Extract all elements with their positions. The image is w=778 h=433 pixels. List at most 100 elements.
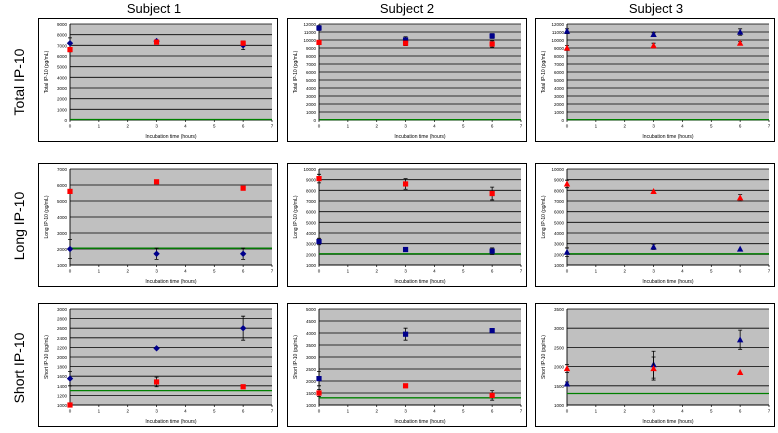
x-tick-label: 7: [520, 269, 523, 274]
x-tick-label: 7: [768, 124, 771, 129]
x-tick-label: 7: [520, 409, 523, 414]
chart-panel-1-1: 0 1000 2000 3000 4000 5000 6000 7000 8000 9000 0 1 2…: [38, 18, 278, 142]
x-tick-label: 4: [681, 269, 684, 274]
chart-panel-3-2: 1000 1500 2000 2500 3000 3500 4000 4500 5000 0 1 2 3…: [287, 303, 527, 427]
y-tick-label: 1000: [306, 110, 317, 115]
y-tick-label: 1200: [57, 393, 68, 398]
y-tick-label: 8000: [306, 188, 317, 193]
y-tick-label: 6000: [554, 70, 565, 75]
x-tick-label: 4: [184, 124, 187, 129]
y-tick-label: 3500: [554, 307, 565, 312]
x-tick-label: 7: [271, 124, 274, 129]
y-tick-label: 2000: [306, 252, 317, 257]
x-tick-label: 3: [155, 269, 158, 274]
x-axis-label: Incubation time (hours): [642, 134, 693, 140]
x-tick-label: 4: [681, 409, 684, 414]
blue-data-point: [650, 243, 657, 250]
x-tick-label: 4: [433, 124, 436, 129]
y-tick-label: 5000: [306, 220, 317, 225]
y-tick-label: 2000: [554, 252, 565, 257]
y-tick-label: 9000: [306, 178, 317, 183]
x-axis-label: Incubation time (hours): [642, 279, 693, 285]
y-tick-label: 12000: [303, 22, 316, 27]
y-tick-label: 7000: [306, 62, 317, 67]
x-tick-label: 6: [739, 269, 742, 274]
y-tick-label: 2500: [306, 367, 317, 372]
x-tick-label: 2: [623, 409, 626, 414]
red-data-point: [240, 40, 246, 46]
y-tick-label: 6000: [57, 54, 68, 59]
blue-data-point: [66, 375, 74, 382]
red-data-point: [316, 390, 322, 396]
y-tick-label: 3000: [306, 242, 317, 247]
red-data-point: [67, 402, 73, 408]
x-tick-label: 5: [213, 124, 216, 129]
y-tick-label: 2800: [57, 317, 68, 322]
y-tick-label: 9000: [554, 178, 565, 183]
red-data-point: [563, 44, 571, 51]
red-data-point: [736, 39, 744, 46]
x-tick-label: 5: [213, 409, 216, 414]
y-tick-label: 7000: [554, 62, 565, 67]
column-title-2: Subject 2: [379, 1, 435, 16]
y-tick-label: 3000: [306, 355, 317, 360]
y-tick-label: 3000: [554, 326, 565, 331]
y-tick-label: 5000: [57, 199, 68, 204]
y-tick-label: 4500: [306, 319, 317, 324]
y-tick-label: 7000: [306, 199, 317, 204]
x-axis-label: Incubation time (hours): [145, 134, 196, 140]
x-tick-label: 6: [739, 124, 742, 129]
y-tick-label: 2000: [554, 102, 565, 107]
x-tick-label: 3: [652, 124, 655, 129]
red-data-point: [402, 383, 409, 389]
red-data-point: [736, 194, 744, 201]
blue-data-point: [316, 25, 322, 31]
y-tick-label: 3000: [57, 307, 68, 312]
x-tick-label: 0: [318, 409, 321, 414]
x-tick-label: 2: [126, 124, 129, 129]
x-tick-label: 3: [652, 269, 655, 274]
y-tick-label: 1000: [57, 403, 68, 408]
x-tick-label: 7: [768, 409, 771, 414]
x-tick-label: 1: [595, 124, 598, 129]
blue-data-point: [650, 31, 657, 37]
x-tick-label: 6: [491, 124, 494, 129]
y-tick-label: 4000: [57, 75, 68, 80]
y-tick-label: 8000: [554, 54, 565, 59]
column-title-3: Subject 3: [628, 1, 684, 16]
y-tick-label: 2000: [306, 379, 317, 384]
blue-data-point: [316, 376, 322, 382]
y-tick-label: 1000: [554, 263, 565, 268]
x-axis-label: Incubation time (hours): [642, 419, 693, 425]
y-axis-label: Short IP-10 (pg/mL): [44, 335, 50, 379]
chart-panel-3-3: 1000 1500 2000 2500 3000 3500 0 1 2 3 4 5 6 7 Incubati…: [535, 303, 775, 427]
y-tick-label: 1000: [57, 107, 68, 112]
y-axis-label: Total IP-10 (pg/mL): [541, 50, 547, 93]
y-tick-label: 1000: [554, 110, 565, 115]
axes: [318, 309, 521, 406]
axes: [69, 169, 272, 266]
y-tick-label: 11000: [552, 30, 565, 35]
y-tick-label: 4000: [57, 215, 68, 220]
y-tick-label: 11000: [304, 30, 317, 35]
axes: [566, 309, 769, 406]
plot-area: [567, 169, 769, 265]
x-tick-label: 2: [126, 409, 129, 414]
y-tick-label: 5000: [306, 307, 317, 312]
y-tick-label: 8000: [57, 33, 68, 38]
x-tick-label: 5: [462, 269, 465, 274]
blue-data-point: [563, 380, 571, 387]
red-data-point: [489, 392, 495, 398]
x-tick-label: 2: [623, 124, 626, 129]
x-tick-label: 1: [595, 409, 598, 414]
x-tick-label: 1: [98, 124, 101, 129]
red-data-point: [736, 368, 744, 375]
x-tick-label: 1: [347, 409, 350, 414]
x-axis-label: Incubation time (hours): [394, 134, 445, 140]
red-data-point: [402, 40, 409, 46]
y-tick-label: 4000: [306, 331, 317, 336]
y-tick-label: 1000: [306, 403, 317, 408]
chart-panel-2-3: 1000 2000 3000 4000 5000 6000 7000 8000 9000 1000…: [535, 163, 775, 287]
y-tick-label: 1800: [57, 365, 68, 370]
y-axis-label: Long IP-10 (pg/mL): [541, 195, 547, 238]
